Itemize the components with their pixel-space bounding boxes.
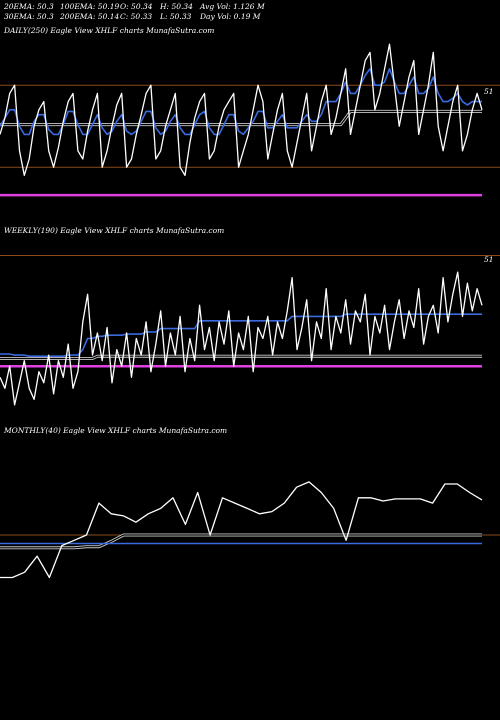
ema-long-line (0, 355, 482, 360)
ema200-label: 200EMA: 50.14 (60, 12, 120, 21)
price-line (0, 43, 483, 177)
close-label: C: 50.33 (120, 12, 153, 21)
monthly-chart-title: MONTHLY(40) Eagle View XHLF charts Munaf… (4, 426, 228, 435)
daily-chart (0, 43, 500, 197)
daily-price-label: 51 (484, 87, 494, 96)
monthly-chart (0, 481, 500, 579)
avg-vol-label: Avg Vol: 1.126 M (200, 2, 265, 11)
weekly-chart-title: WEEKLY(190) Eagle View XHLF charts Munaf… (4, 226, 225, 235)
high-label: H: 50.34 (160, 2, 193, 11)
ema20-label: 20EMA: 50.3 (4, 2, 54, 11)
ema-long-line (0, 534, 482, 549)
weekly-chart (0, 255, 500, 406)
day-vol-label: Day Vol: 0.19 M (200, 12, 261, 21)
low-label: L: 50.33 (160, 12, 192, 21)
ema-short-line (0, 313, 482, 357)
daily-chart-title: DAILY(250) Eagle View XHLF charts Munafa… (4, 26, 215, 35)
ema-long-band (0, 109, 482, 127)
open-label: O: 50.34 (120, 2, 153, 11)
price-line (0, 271, 483, 406)
weekly-price-label: 51 (484, 255, 494, 264)
indicator-header: 20EMA: 50.3 100EMA: 50.19 O: 50.34 H: 50… (4, 2, 500, 22)
ema30-label: 30EMA: 50.3 (4, 12, 54, 21)
ema100-label: 100EMA: 50.19 (60, 2, 120, 11)
price-line (0, 481, 483, 579)
ema-short-line (0, 68, 482, 136)
ema-long-line (0, 110, 482, 126)
